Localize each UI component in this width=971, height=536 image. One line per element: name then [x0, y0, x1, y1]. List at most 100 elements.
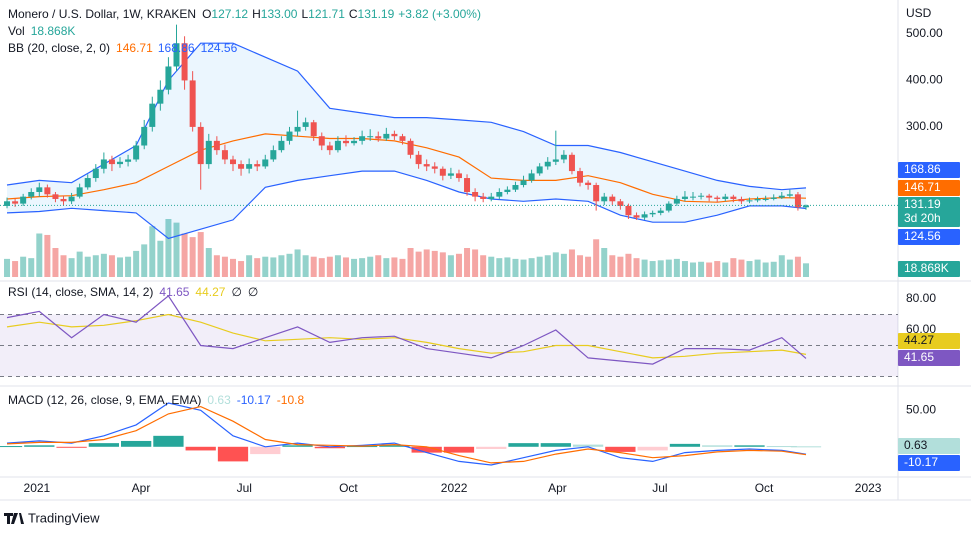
candle-body	[698, 195, 705, 197]
candle-body	[270, 150, 277, 160]
volume-bar	[415, 251, 422, 277]
candle-body	[28, 191, 35, 197]
candle-body	[52, 194, 59, 199]
candle-body	[633, 215, 640, 218]
volume-bar	[730, 258, 737, 277]
candle-body	[625, 205, 632, 216]
lower-label: 124.56	[904, 229, 941, 243]
candle-body	[706, 195, 713, 198]
volume-bar	[189, 237, 196, 277]
candle-body	[399, 136, 406, 141]
volume-bar	[496, 258, 503, 277]
volume-bar	[544, 255, 551, 277]
candle-body	[351, 140, 358, 144]
candle-body	[472, 191, 479, 197]
volume-bar	[786, 259, 793, 277]
macd-histogram-bar	[88, 443, 120, 447]
candle-body	[375, 136, 382, 139]
x-tick-label: 2022	[441, 481, 468, 495]
volume-bar	[568, 249, 575, 277]
candle-body	[246, 164, 253, 169]
macd-histogram-bar	[282, 445, 313, 447]
candle-body	[254, 164, 261, 167]
volume-bar	[706, 262, 713, 277]
y-tick-label: 400.00	[906, 73, 943, 87]
volume-bar	[431, 250, 438, 277]
candle-body	[455, 173, 462, 179]
candle-body	[665, 203, 672, 211]
volume-bar	[294, 249, 301, 277]
macd-line	[6, 402, 807, 466]
legend-item: 146.71	[116, 41, 153, 55]
volume-bar	[359, 258, 366, 277]
macd-histogram-bar	[56, 446, 87, 448]
ohlc-key: O	[202, 7, 211, 21]
candle-body	[568, 154, 575, 172]
pane-legend: MACD (12, 26, close, 9, EMA, EMA) 0.63 -10…	[8, 393, 304, 407]
last-price-label-box	[898, 197, 960, 227]
candle-body	[488, 196, 495, 199]
candle-body	[326, 145, 333, 151]
volume-bar	[698, 261, 705, 277]
macd-label-box	[898, 455, 960, 471]
candle-body	[552, 159, 559, 162]
macd-histogram-bar	[121, 440, 152, 447]
candle-body	[181, 43, 188, 81]
volume-bar	[117, 257, 124, 277]
volume-bar	[246, 255, 253, 277]
volume-bar	[4, 258, 11, 277]
volume-bar	[12, 261, 19, 277]
pane-legend: BB (20, close, 2, 0) 146.71 168.86 124.56	[8, 41, 238, 55]
volume-bar	[423, 249, 430, 277]
y-tick-label: 300.00	[906, 119, 943, 133]
volume-bar	[512, 258, 519, 277]
volume-bar	[738, 259, 745, 277]
candle-body	[464, 178, 471, 192]
volume-bar	[746, 261, 753, 277]
legend-item: -10.8	[277, 393, 305, 407]
candle-body	[229, 159, 236, 165]
logo-icon	[4, 513, 24, 524]
volume-bar	[84, 256, 91, 277]
candle-body	[318, 136, 325, 146]
candle-body	[641, 214, 648, 218]
candle-body	[681, 196, 688, 199]
candle-body	[802, 205, 809, 208]
candle-body	[649, 212, 656, 215]
legend-item: ∅	[248, 285, 258, 299]
volume-bar	[141, 244, 148, 277]
volume-bar	[754, 259, 761, 277]
pane-legend: RSI (14, close, SMA, 14, 2) 41.65 44.27 ∅ ∅	[8, 285, 258, 299]
volume-bar	[762, 262, 769, 277]
macd-histogram-bar	[476, 446, 507, 449]
macd-histogram-bar	[766, 446, 797, 448]
volume-bar	[238, 261, 245, 277]
legend-item: 168.86	[158, 41, 195, 55]
rsi-ma-label-box	[898, 333, 960, 349]
volume-bar	[383, 258, 390, 277]
last-price-label: 131.19	[904, 197, 941, 211]
volume-bar	[254, 258, 261, 277]
volume-bar	[520, 259, 527, 277]
x-tick-label: Oct	[339, 481, 358, 495]
candle-body	[149, 103, 156, 127]
volume-bar	[609, 255, 616, 277]
candle-body	[520, 180, 527, 186]
volume-bar	[657, 260, 664, 277]
histogram-label-box	[898, 438, 960, 454]
rsi-line	[6, 313, 807, 359]
volume-bar	[464, 248, 471, 277]
basis-label: 146.71	[904, 180, 941, 194]
symbol-title: Monero / U.S. Dollar, 1W, KRAKEN	[8, 7, 196, 21]
ohlc-key: C	[349, 7, 358, 21]
candle-body	[221, 150, 228, 160]
rsi-line	[6, 295, 807, 365]
macd-histogram-bar	[411, 446, 442, 453]
volume-bar	[229, 258, 236, 277]
volume-bar	[367, 256, 374, 277]
candle-body	[141, 126, 148, 146]
candle-body	[601, 196, 608, 202]
candle-body	[577, 171, 584, 183]
